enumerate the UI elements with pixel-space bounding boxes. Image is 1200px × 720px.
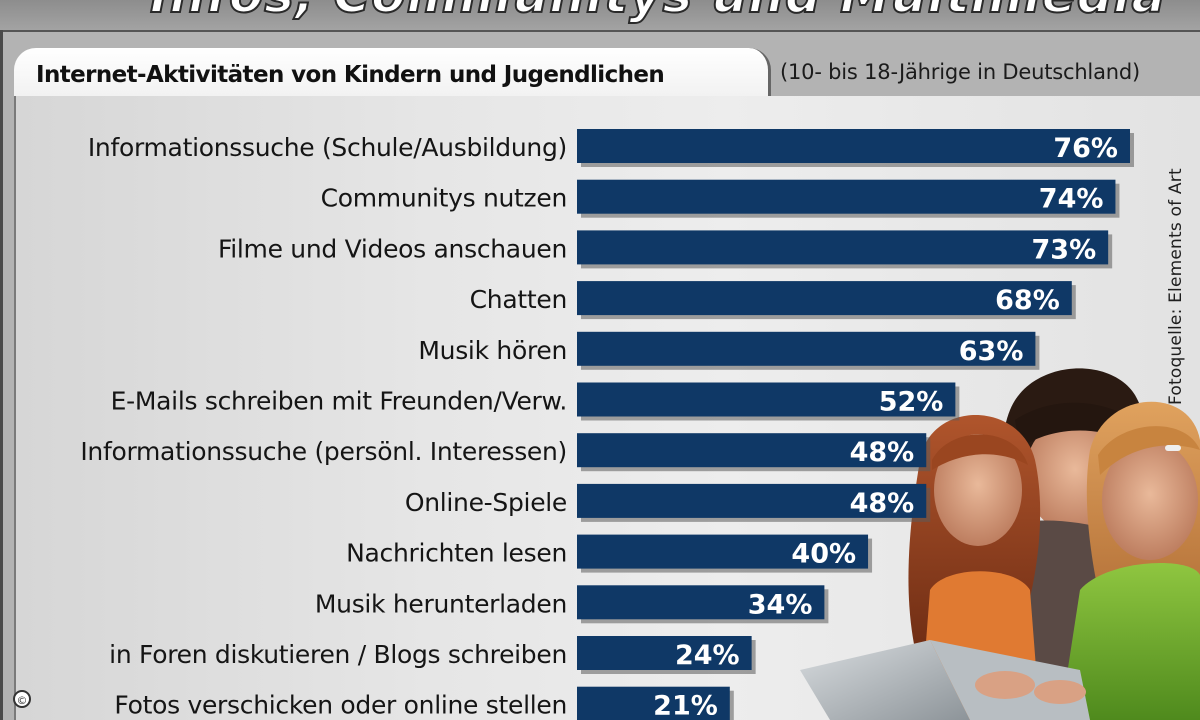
category-label: Fotos verschicken oder online stellen (114, 691, 567, 720)
bar-row: Musik herunterladen 34% (315, 585, 829, 624)
value-label: 76% (1053, 133, 1118, 164)
bar (577, 636, 752, 670)
value-label: 48% (850, 488, 915, 519)
headline: Infos, Communitys und Multimedia (149, 0, 1166, 25)
category-label: Chatten (470, 285, 567, 314)
bar (577, 534, 869, 569)
value-label: 48% (850, 437, 915, 468)
value-label: 68% (995, 285, 1060, 316)
value-label: 52% (879, 387, 944, 418)
value-label: 24% (675, 640, 740, 671)
left-border (0, 30, 3, 720)
category-label: Nachrichten lesen (346, 539, 567, 568)
bar-row: Communitys nutzen 74% (321, 179, 1120, 218)
value-label: 34% (748, 589, 813, 620)
bar-row: E-Mails schreiben mit Freunden/Verw. 52% (111, 382, 960, 421)
category-label: Musik hören (418, 336, 567, 365)
bar-row: in Foren diskutieren / Blogs schreiben 24… (109, 636, 756, 674)
chart-subtitle: (10- bis 18-Jährige in Deutschland) (780, 60, 1140, 84)
value-label: 21% (653, 691, 718, 720)
bar (577, 686, 730, 720)
category-label: Filme und Videos anschauen (218, 234, 567, 263)
teens-laptop-photo (800, 368, 1200, 720)
bar (577, 585, 825, 620)
value-label: 63% (959, 336, 1024, 367)
bar (577, 483, 927, 518)
photo-credit-container: Fotoquelle: Elements of Art (1166, 125, 1192, 405)
bar (577, 230, 1109, 265)
bar-row: Chatten 68% (470, 281, 1076, 320)
copyright-icon: © (13, 690, 31, 708)
photo-credit: Fotoquelle: Elements of Art (1166, 168, 1186, 405)
category-label: in Foren diskutieren / Blogs schreiben (109, 640, 567, 669)
value-label: 74% (1039, 184, 1104, 215)
bar-row: Musik hören 63% (418, 331, 1040, 370)
bar (577, 129, 1130, 163)
value-label: 73% (1032, 234, 1097, 265)
bar (577, 433, 927, 468)
value-label: 40% (791, 539, 856, 570)
category-label: E-Mails schreiben mit Freunden/Verw. (111, 387, 567, 416)
bar-row: Fotos verschicken oder online stellen 21% (114, 686, 734, 720)
bar (577, 179, 1116, 214)
category-label: Informationssuche (persönl. Interessen) (80, 437, 567, 466)
bar (577, 331, 1036, 366)
bar (577, 382, 956, 417)
chart-title: Internet-Aktivitäten von Kindern und Jug… (36, 62, 665, 88)
bar (577, 281, 1072, 316)
bar-row: Filme und Videos anschauen 73% (218, 230, 1113, 269)
category-label: Communitys nutzen (321, 184, 567, 213)
title-tab (14, 48, 771, 96)
headline-band: Infos, Communitys und Multimedia (0, 0, 1200, 32)
category-label: Musik herunterladen (315, 589, 567, 618)
bar-row: Informationssuche (Schule/Ausbildung) 76% (88, 129, 1134, 167)
bar-row: Informationssuche (persönl. Interessen) 4… (80, 433, 931, 472)
category-label: Online-Spiele (405, 488, 567, 517)
bar-row: Online-Spiele 48% (405, 483, 931, 522)
category-label: Informationssuche (Schule/Ausbildung) (88, 133, 567, 162)
bar-row: Nachrichten lesen 40% (346, 534, 873, 573)
